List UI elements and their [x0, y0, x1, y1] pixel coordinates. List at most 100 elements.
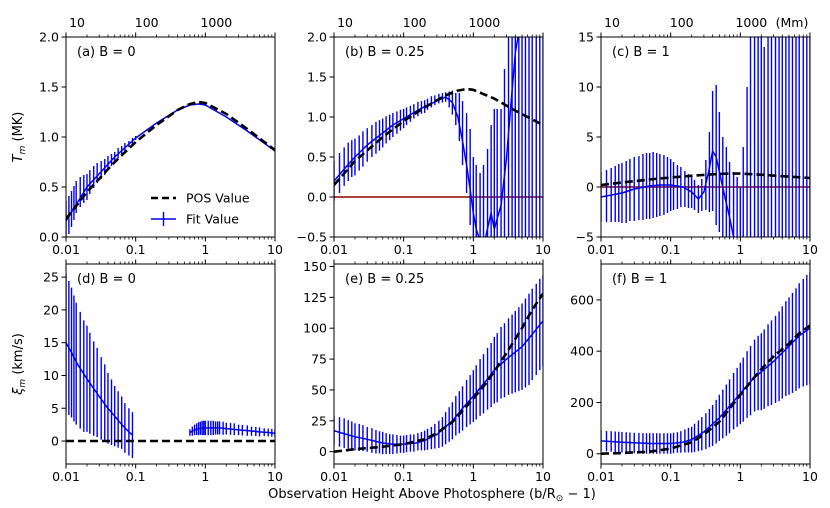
panel-title: (e) B = 0.25: [345, 272, 424, 287]
legend-pos-label: POS Value: [186, 191, 250, 206]
x-tick-label: 1: [469, 469, 477, 484]
x-axis-label-tail: − 1): [563, 487, 596, 502]
y-tick-label: 0.5: [39, 180, 59, 195]
y-tick-label: 25: [311, 413, 327, 428]
y-tick-label: −0.5: [297, 230, 327, 245]
x-tick-label: 10: [535, 469, 551, 484]
top-tick-label: 10: [69, 15, 85, 30]
x-tick-label: 0.01: [52, 469, 80, 484]
top-tick-label: 10: [604, 15, 620, 30]
y-tick-label: 0.0: [39, 230, 59, 245]
top-tick-label: 1000: [735, 15, 767, 30]
legend-fit-label: Fit Value: [186, 212, 239, 227]
panel-c: 0.01 0.1 1 10 10 100 1000 (Mm) −5 0 5 10 15 (c) B = 1: [576, 15, 818, 257]
x-tick-label: 0.1: [394, 469, 414, 484]
y-tick-label: 150: [303, 259, 327, 274]
x-tick-label: 0.01: [52, 242, 80, 257]
x-tick-label: 0.01: [587, 469, 615, 484]
plot-area-b: [334, 37, 543, 237]
panel-frame: [333, 36, 544, 238]
panel-title: (b) B = 0.25: [345, 45, 425, 60]
y-tick-label: 15: [43, 335, 59, 350]
y-tick-label: 125: [303, 290, 327, 305]
x-tick-label: 0.01: [320, 242, 348, 257]
panel-f: 0.01 0.1 1 10 0 200 400 600 (f) B = 1: [570, 259, 818, 484]
y-tick-label: −5: [576, 230, 594, 245]
y-tick-label: 0.5: [307, 150, 327, 165]
fit-line: [334, 320, 543, 445]
x-tick-label: 0.1: [661, 242, 681, 257]
panel-frame: [65, 36, 276, 238]
top-tick-label: 100: [670, 15, 694, 30]
top-axis-unit: (Mm): [776, 15, 809, 30]
plot-area-c: [601, 37, 810, 237]
x-tick-label: 0.01: [587, 242, 615, 257]
fit-line: [601, 327, 810, 445]
plot-area-a: [66, 100, 275, 237]
pos-line: [334, 292, 543, 453]
plot-area-e: [334, 275, 543, 455]
fit-line: [334, 37, 519, 237]
y-tick-label: 1.0: [307, 110, 327, 125]
plot-area-d: [66, 273, 275, 459]
pos-line: [66, 100, 275, 220]
x-tick-label: 10: [802, 469, 818, 484]
x-tick-label: 0.1: [661, 469, 681, 484]
top-tick-label: 1000: [468, 15, 500, 30]
y-tick-label: 100: [303, 321, 327, 336]
y-tick-label: 2.0: [307, 30, 327, 45]
top-tick-label: 100: [403, 15, 427, 30]
y-tick-label: 0: [319, 444, 327, 459]
pos-line: [601, 324, 810, 455]
y-tick-label: 10: [578, 80, 594, 95]
panel-frame: [333, 263, 544, 465]
panel-d: 0.01 0.1 1 10 0 5 10 15 20 25 (d) B = 0 ξm (km/s): [11, 259, 283, 484]
x-tick-label: 0.1: [394, 242, 414, 257]
y-tick-label: 1.5: [307, 70, 327, 85]
x-tick-label: 10: [267, 469, 283, 484]
top-tick-label: 10: [337, 15, 353, 30]
pos-line: [334, 87, 543, 186]
y-tick-label: 5: [586, 130, 594, 145]
x-tick-label: 10: [535, 242, 551, 257]
x-axis-label-sub: ⊙: [556, 494, 564, 504]
plot-area-f: [601, 271, 810, 455]
y-tick-label: 600: [570, 292, 594, 307]
panel-a: 0.01 0.1 1 10 10 100 1000 0.0 0.5 1.0 1.5 2.0 (a) B …: [11, 15, 283, 257]
y-tick-label: 0: [586, 446, 594, 461]
y-tick-label: 400: [570, 344, 594, 359]
x-tick-label: 10: [267, 242, 283, 257]
y-tick-label: 10: [43, 368, 59, 383]
fit-line-2: [189, 427, 275, 434]
legend: POS Value Fit Value: [151, 191, 250, 227]
y-tick-label: 0: [51, 434, 59, 449]
x-tick-label: 1: [201, 242, 209, 257]
y-tick-label: 1.0: [39, 130, 59, 145]
x-tick-label: 1: [201, 469, 209, 484]
top-tick-label: 100: [135, 15, 159, 30]
x-tick-label: 1: [736, 469, 744, 484]
y-axis-label: ξm (km/s): [11, 333, 28, 396]
x-tick-label: 0.1: [126, 242, 146, 257]
x-tick-label: 0.1: [126, 469, 146, 484]
panel-frame: [600, 263, 811, 465]
panel-b: 0.01 0.1 1 10 10 100 1000 −0.5 0.0 0.5 1.0 1.5 2.0 (b…: [297, 15, 551, 257]
panel-frame: [65, 263, 276, 465]
x-tick-label: 0.01: [320, 469, 348, 484]
top-tick-label: 1000: [200, 15, 232, 30]
x-tick-label: 1: [469, 242, 477, 257]
y-tick-label: 0: [586, 180, 594, 195]
panel-title: (f) B = 1: [612, 272, 667, 287]
y-tick-label: 2.0: [39, 30, 59, 45]
y-tick-label: 5: [51, 401, 59, 416]
x-axis-label: Observation Height Above Photosphere (b/…: [268, 487, 596, 504]
panel-title: (d) B = 0: [77, 272, 136, 287]
y-tick-label: 25: [43, 270, 59, 285]
y-tick-label: 1.5: [39, 80, 59, 95]
x-tick-label: 1: [736, 242, 744, 257]
y-tick-label: 75: [311, 352, 327, 367]
fit-line: [601, 150, 735, 237]
y-tick-label: 15: [578, 30, 594, 45]
